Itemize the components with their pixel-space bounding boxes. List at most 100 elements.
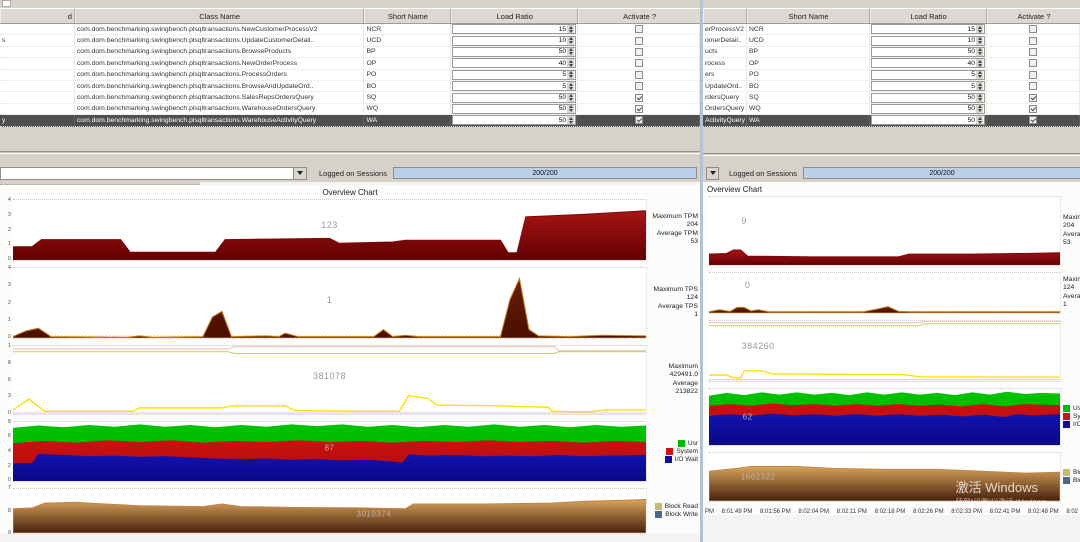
spinner-up-icon[interactable]: [568, 59, 573, 63]
spinner-up-icon[interactable]: [568, 37, 573, 41]
spinner-up-icon[interactable]: [568, 71, 573, 75]
load-ratio-input[interactable]: 50: [452, 92, 577, 103]
load-ratio-spinner[interactable]: [567, 25, 575, 34]
table-row[interactable]: com.dom.benchmarking.swingbench.plsqltra…: [0, 69, 700, 81]
column-header-load-ratio[interactable]: Load Ratio: [451, 9, 579, 23]
spinner-down-icon[interactable]: [977, 29, 982, 33]
load-ratio-input[interactable]: 50: [452, 115, 577, 126]
table-row[interactable]: s com.dom.benchmarking.swingbench.plsqltr…: [0, 35, 700, 47]
session-combo-dropdown-button-2[interactable]: [706, 166, 719, 180]
table-row[interactable]: ers PO 5: [703, 69, 1080, 81]
activate-checkbox-checked[interactable]: [1029, 104, 1037, 113]
spinner-up-icon[interactable]: [977, 82, 982, 86]
load-ratio-input[interactable]: 40: [871, 58, 985, 69]
load-ratio-input[interactable]: 5: [452, 81, 577, 92]
activate-checkbox[interactable]: [634, 36, 643, 45]
load-ratio-input[interactable]: 5: [871, 81, 985, 92]
activate-checkbox-checked[interactable]: [634, 104, 643, 113]
spinner-down-icon[interactable]: [977, 75, 982, 79]
load-ratio-spinner[interactable]: [976, 36, 983, 45]
table-row[interactable]: ucts BP 50: [703, 46, 1080, 59]
activate-checkbox-checked[interactable]: [634, 116, 643, 125]
load-ratio-spinner[interactable]: [567, 59, 575, 68]
table-row[interactable]: ActivityQuery WA 50: [703, 115, 1080, 127]
activate-checkbox[interactable]: [1029, 25, 1037, 34]
spinner-up-icon[interactable]: [977, 94, 982, 98]
table-row[interactable]: com.dom.benchmarking.swingbench.plsqltra…: [0, 80, 700, 93]
load-ratio-spinner[interactable]: [976, 59, 983, 68]
spinner-down-icon[interactable]: [568, 41, 573, 45]
spinner-up-icon[interactable]: [977, 59, 982, 63]
table-row[interactable]: omerDetail.. UCD 10: [703, 35, 1080, 47]
load-ratio-spinner[interactable]: [976, 25, 983, 34]
spinner-up-icon[interactable]: [568, 82, 573, 86]
spinner-up-icon[interactable]: [568, 25, 573, 29]
activate-checkbox[interactable]: [1029, 59, 1037, 68]
spinner-down-icon[interactable]: [977, 98, 982, 102]
load-ratio-spinner[interactable]: [567, 82, 575, 91]
spinner-down-icon[interactable]: [977, 109, 982, 113]
spinner-down-icon[interactable]: [568, 63, 573, 67]
load-ratio-input[interactable]: 50: [452, 103, 577, 114]
spinner-down-icon[interactable]: [977, 86, 982, 90]
load-ratio-input[interactable]: 50: [452, 46, 577, 57]
session-combo-field[interactable]: [0, 166, 294, 180]
spinner-down-icon[interactable]: [977, 120, 982, 124]
column-header-class-name[interactable]: Class Name: [74, 9, 365, 23]
activate-checkbox[interactable]: [634, 47, 643, 56]
spinner-down-icon[interactable]: [568, 98, 573, 102]
load-ratio-input[interactable]: 50: [871, 103, 985, 114]
activate-checkbox[interactable]: [1029, 36, 1037, 45]
column-header-short-name[interactable]: Short Name: [364, 9, 452, 23]
spinner-down-icon[interactable]: [568, 52, 573, 56]
spinner-up-icon[interactable]: [977, 105, 982, 109]
load-ratio-spinner[interactable]: [567, 104, 575, 113]
spinner-down-icon[interactable]: [977, 41, 982, 45]
column-header-activate[interactable]: Activate ?: [578, 9, 700, 23]
load-ratio-input[interactable]: 50: [871, 46, 985, 57]
load-ratio-input[interactable]: 10: [871, 35, 985, 46]
load-ratio-spinner[interactable]: [976, 70, 983, 79]
load-ratio-input[interactable]: 50: [871, 115, 985, 126]
spinner-down-icon[interactable]: [568, 29, 573, 33]
spinner-down-icon[interactable]: [977, 63, 982, 67]
table-row[interactable]: erProcessV2 NCR 15: [703, 24, 1080, 36]
column-header-id[interactable]: d: [0, 9, 75, 23]
spinner-up-icon[interactable]: [568, 116, 573, 120]
table-row[interactable]: UpdateOrd.. BO 5: [703, 80, 1080, 93]
activate-checkbox[interactable]: [634, 82, 643, 91]
load-ratio-spinner[interactable]: [567, 70, 575, 79]
load-ratio-input[interactable]: 15: [452, 24, 577, 35]
load-ratio-input[interactable]: 15: [871, 24, 985, 35]
spinner-down-icon[interactable]: [977, 52, 982, 56]
spinner-down-icon[interactable]: [568, 109, 573, 113]
load-ratio-spinner[interactable]: [976, 47, 983, 56]
load-ratio-input[interactable]: 40: [452, 58, 577, 69]
session-combo-dropdown-button[interactable]: [294, 166, 307, 180]
load-ratio-spinner[interactable]: [567, 47, 575, 56]
spinner-up-icon[interactable]: [977, 48, 982, 52]
activate-checkbox-checked[interactable]: [1029, 93, 1037, 102]
table-row[interactable]: rdersQuery SQ 50: [703, 92, 1080, 104]
table-row[interactable]: com.dom.benchmarking.swingbench.plsqltra…: [0, 103, 700, 116]
spinner-down-icon[interactable]: [568, 120, 573, 124]
activate-checkbox[interactable]: [634, 70, 643, 79]
load-ratio-spinner[interactable]: [567, 93, 575, 102]
activate-checkbox[interactable]: [1029, 82, 1037, 91]
spinner-down-icon[interactable]: [568, 75, 573, 79]
activate-checkbox[interactable]: [634, 59, 643, 68]
activate-checkbox[interactable]: [1029, 70, 1037, 79]
spinner-up-icon[interactable]: [977, 37, 982, 41]
activate-checkbox[interactable]: [1029, 47, 1037, 56]
activate-checkbox-checked[interactable]: [1029, 116, 1037, 125]
column-header-activate-2[interactable]: Activate ?: [987, 9, 1080, 23]
column-header-short-name-2[interactable]: Short Name: [747, 9, 870, 23]
spinner-up-icon[interactable]: [568, 105, 573, 109]
load-ratio-input[interactable]: 50: [871, 92, 985, 103]
load-ratio-spinner[interactable]: [976, 116, 983, 125]
spinner-up-icon[interactable]: [977, 116, 982, 120]
spinner-up-icon[interactable]: [568, 48, 573, 52]
spinner-down-icon[interactable]: [568, 86, 573, 90]
table-row[interactable]: y com.dom.benchmarking.swingbench.plsqltr…: [0, 115, 700, 127]
load-ratio-spinner[interactable]: [976, 82, 983, 91]
